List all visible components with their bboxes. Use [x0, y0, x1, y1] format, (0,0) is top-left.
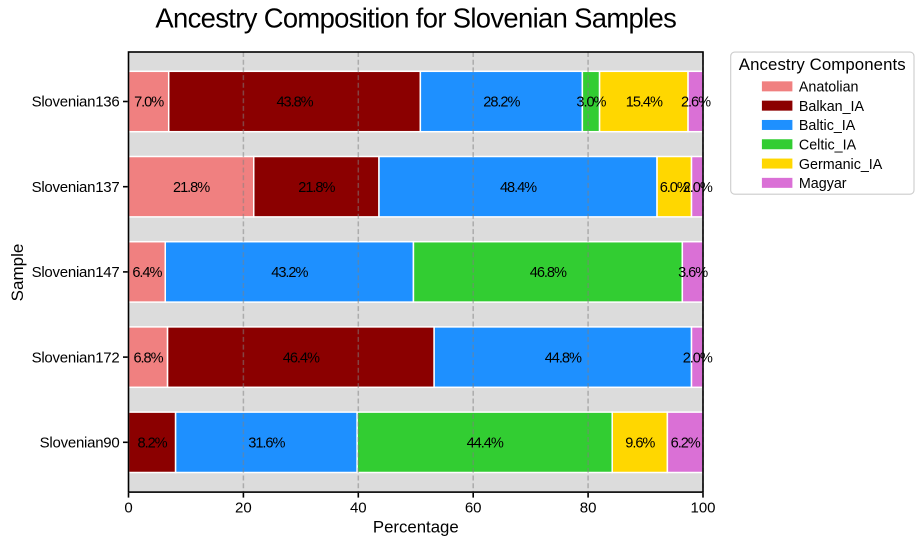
- svg-text:40: 40: [350, 499, 367, 516]
- svg-text:Balkan_IA: Balkan_IA: [799, 99, 865, 115]
- svg-text:Ancestry Composition for Slove: Ancestry Composition for Slovenian Sampl…: [155, 3, 676, 34]
- svg-text:Celtic_IA: Celtic_IA: [799, 137, 857, 153]
- svg-text:2.6%: 2.6%: [681, 95, 711, 111]
- svg-text:Percentage: Percentage: [373, 518, 459, 537]
- svg-text:43.8%: 43.8%: [276, 95, 313, 111]
- svg-text:0: 0: [124, 499, 132, 516]
- svg-text:Slovenian136: Slovenian136: [32, 94, 120, 111]
- svg-text:60: 60: [465, 499, 482, 516]
- svg-text:3.0%: 3.0%: [576, 95, 606, 111]
- svg-text:6.8%: 6.8%: [133, 350, 163, 366]
- svg-text:Magyar: Magyar: [799, 176, 847, 192]
- svg-text:Baltic_IA: Baltic_IA: [799, 118, 856, 134]
- svg-text:2.0%: 2.0%: [683, 180, 713, 196]
- svg-text:6.4%: 6.4%: [132, 265, 162, 281]
- svg-text:15.4%: 15.4%: [626, 95, 663, 111]
- svg-text:100: 100: [690, 499, 715, 516]
- svg-text:20: 20: [235, 499, 252, 516]
- svg-text:31.6%: 31.6%: [248, 436, 285, 452]
- svg-text:Ancestry Components: Ancestry Components: [739, 55, 906, 74]
- svg-text:6.0%: 6.0%: [660, 180, 690, 196]
- svg-text:2.0%: 2.0%: [683, 350, 713, 366]
- svg-text:21.8%: 21.8%: [173, 180, 210, 196]
- svg-text:Slovenian90: Slovenian90: [40, 435, 120, 452]
- svg-text:3.6%: 3.6%: [678, 265, 708, 281]
- svg-text:Slovenian147: Slovenian147: [32, 264, 120, 281]
- svg-text:Sample: Sample: [8, 244, 27, 302]
- svg-text:7.0%: 7.0%: [134, 95, 164, 111]
- svg-text:Germanic_IA: Germanic_IA: [799, 157, 883, 173]
- svg-text:80: 80: [580, 499, 597, 516]
- svg-text:9.6%: 9.6%: [625, 436, 655, 452]
- svg-text:46.4%: 46.4%: [283, 350, 320, 366]
- svg-text:Slovenian137: Slovenian137: [32, 179, 120, 196]
- svg-text:44.8%: 44.8%: [545, 350, 582, 366]
- svg-text:43.2%: 43.2%: [271, 265, 308, 281]
- svg-text:46.8%: 46.8%: [530, 265, 567, 281]
- svg-text:6.2%: 6.2%: [671, 436, 701, 452]
- svg-text:44.4%: 44.4%: [467, 436, 504, 452]
- svg-text:21.8%: 21.8%: [298, 180, 335, 196]
- svg-text:48.4%: 48.4%: [500, 180, 537, 196]
- svg-text:8.2%: 8.2%: [138, 436, 168, 452]
- svg-text:28.2%: 28.2%: [483, 95, 520, 111]
- svg-text:Slovenian172: Slovenian172: [32, 349, 120, 366]
- svg-text:Anatolian: Anatolian: [799, 80, 859, 96]
